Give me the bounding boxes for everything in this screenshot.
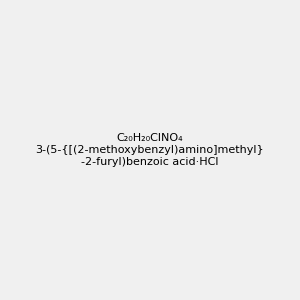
Text: C₂₀H₂₀ClNO₄
3-(5-{[(2-methoxybenzyl)amino]methyl}
-2-furyl)benzoic acid·HCl: C₂₀H₂₀ClNO₄ 3-(5-{[(2-methoxybenzyl)amin… — [36, 134, 264, 166]
